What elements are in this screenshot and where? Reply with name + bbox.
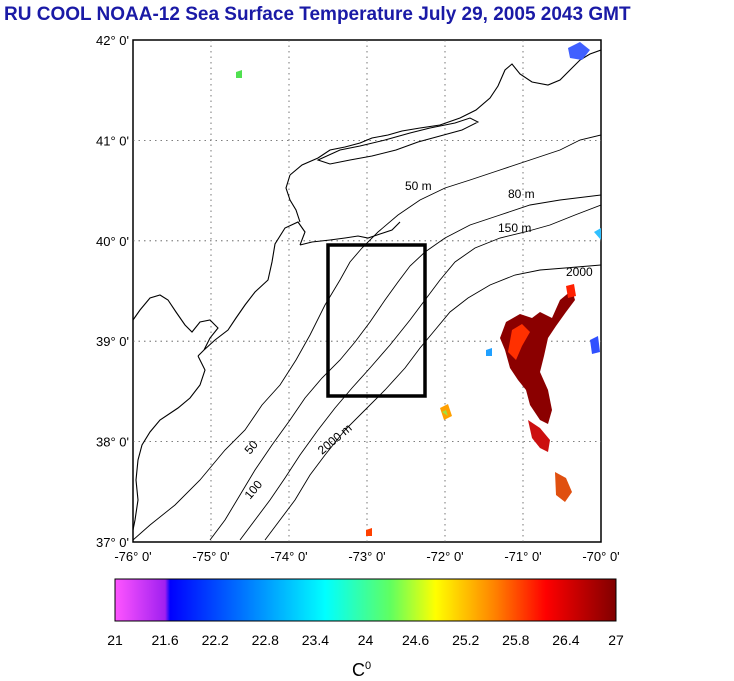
colorbar-tick: 26.4 [552,632,580,648]
colorbar-tick: 21 [107,632,123,648]
warm-patch-south-2 [555,472,572,502]
lat-tick-label: 39° 0' [96,334,129,349]
colorbar-tick: 27 [608,632,624,648]
lat-tick-label: 37° 0' [96,535,129,550]
sst-patches [236,42,601,536]
lat-tick-label: 38° 0' [96,435,129,450]
warm-patch-south [528,420,550,452]
lon-tick-label: -73° 0' [348,549,385,564]
isobath-2000m [264,264,601,541]
long-island [316,117,480,165]
colorbar-unit: C0 [352,660,372,680]
isobath-150m [239,204,601,541]
colorbar-tick: 23.4 [301,632,330,648]
iso-label-2000: 2000 [566,265,593,279]
warm-filament [500,290,575,424]
colorbar-tick: 24 [357,632,374,648]
warm-filament-edge [508,324,530,360]
colorbar-tick: 25.2 [452,632,480,648]
cool-spot-2 [594,228,601,240]
map-title: RU COOL NOAA-12 Sea Surface Temperature … [4,4,631,25]
lat-tick-label: 40° 0' [96,234,129,249]
cool-spot-3 [568,42,590,60]
isobath-80m [209,194,601,541]
lon-tick-label: -75° 0' [192,549,229,564]
longitude-labels: -76° 0' -75° 0' -74° 0' -73° 0' -72° 0' -71° … [114,549,619,564]
lon-tick-label: -76° 0' [114,549,151,564]
colorbar-tick: 22.2 [201,632,229,648]
cool-spot-4 [486,348,492,356]
lon-tick-label: -74° 0' [270,549,307,564]
colorbar-tick: 24.6 [401,632,430,648]
iso-label-150: 150 m [498,221,531,235]
graticule [133,40,601,542]
colorbar [114,578,617,622]
warm-spot-3 [566,284,576,298]
colorbar-tick: 25.8 [502,632,530,648]
colorbar-tick: 22.8 [251,632,279,648]
lon-tick-label: -72° 0' [426,549,463,564]
isobath-50m [133,134,601,541]
warm-spot-2 [442,410,448,416]
lat-tick-label: 42° 0' [96,33,129,48]
warm-spot-4 [366,528,372,536]
coastline [133,49,601,531]
latitude-labels: 42° 0' 41° 0' 40° 0' 39° 0' 38° 0' 37° 0' [96,33,129,550]
iso-label-50: 50 m [405,179,432,193]
study-box [326,243,427,398]
lat-tick-label: 41° 0' [96,133,129,148]
map-frame [132,39,602,543]
colorbar-tick: 21.6 [151,632,179,648]
lon-tick-label: -70° 0' [582,549,619,564]
green-spot [236,70,242,78]
cool-spot-1 [590,336,600,354]
iso-label-80: 80 m [508,187,535,201]
lon-tick-label: -71° 0' [504,549,541,564]
